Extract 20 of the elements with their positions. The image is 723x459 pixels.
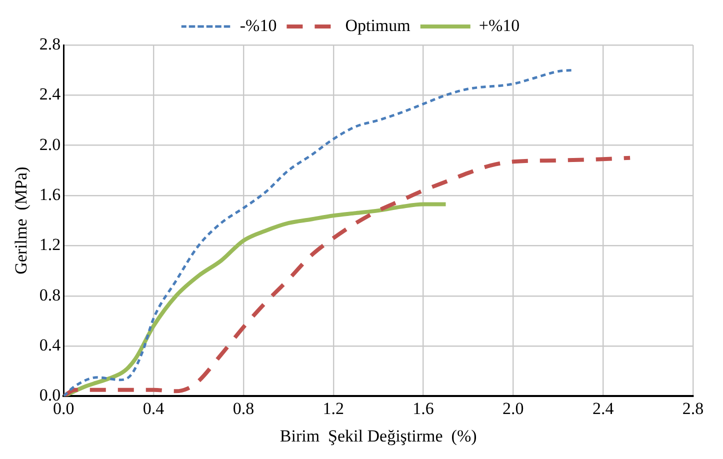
x-tick-label: 0.8 bbox=[232, 398, 254, 418]
legend-label: -%10 bbox=[240, 16, 277, 35]
y-tick-label: 1.6 bbox=[39, 184, 61, 204]
y-tick-label: 0.8 bbox=[39, 285, 61, 304]
x-tick-label: 1.2 bbox=[322, 398, 344, 418]
y-tick-label: 2.8 bbox=[39, 34, 61, 54]
x-axis-title: Birim Şekil Değiştirme (%) bbox=[280, 426, 477, 446]
x-tick-label: 2.4 bbox=[592, 398, 614, 418]
x-tick-label: 2.8 bbox=[682, 398, 704, 418]
x-tick-label: 0.4 bbox=[142, 398, 165, 418]
legend-label: Optimum bbox=[345, 16, 410, 35]
y-tick-label: 2.4 bbox=[39, 84, 62, 104]
x-tick-label: 1.6 bbox=[412, 398, 434, 418]
legend-label: +%10 bbox=[478, 16, 520, 35]
y-tick-label: 2.0 bbox=[39, 134, 61, 154]
y-tick-label: 0.4 bbox=[39, 335, 62, 354]
y-tick-label: 1.2 bbox=[39, 235, 61, 254]
x-tick-label: 2.0 bbox=[502, 398, 524, 418]
line-series bbox=[64, 156, 632, 396]
y-axis-title: Gerilme (MPa) bbox=[12, 166, 31, 274]
